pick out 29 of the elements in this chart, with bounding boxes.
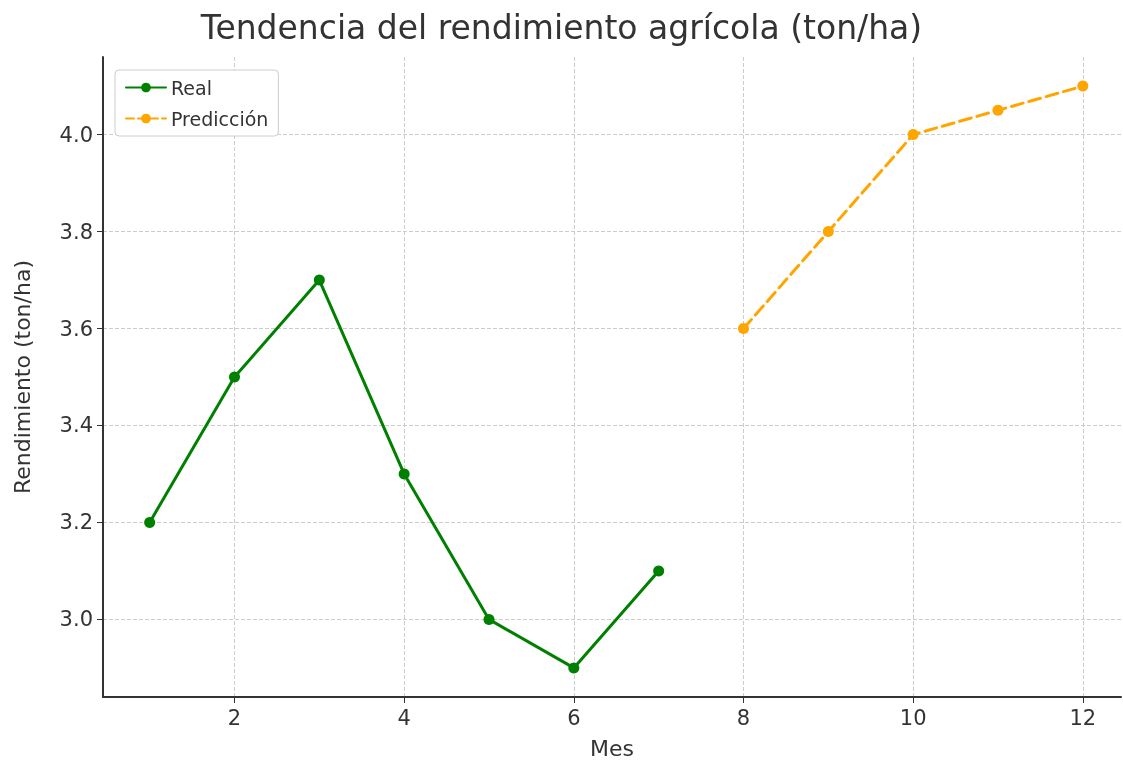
point [483,613,495,625]
chart-title: Tendencia del rendimiento agrícola (ton/ha) [199,8,923,47]
y-tick-label: 3.4 [59,413,93,438]
x-axis-title: Mes [590,735,634,761]
point [822,226,834,238]
x-tick-label: 4 [397,705,411,730]
x-tick-label: 8 [736,705,751,730]
y-tick-label: 3.6 [59,316,93,341]
x-tick-label: 6 [567,705,581,730]
x-tick-label: 12 [1069,705,1097,730]
y-tick-label: 3.2 [59,510,93,535]
point [568,662,580,674]
point [144,516,156,528]
y-tick-label: 3.8 [59,219,93,244]
point [398,468,410,480]
y-axis-title: Rendimiento (ton/ha) [9,260,35,494]
point [313,274,325,286]
point [738,323,749,335]
y-tick-label: 3.0 [59,607,93,632]
point [992,104,1004,116]
legend-label: Real [171,76,212,99]
x-tick-label: 2 [227,705,242,730]
y-tick-label: 4.0 [59,122,93,147]
point [1077,80,1089,92]
point [907,129,919,141]
x-tick-label: 10 [899,705,927,730]
point [229,371,240,383]
legend-label: Predicción [171,107,269,130]
point [653,565,665,577]
